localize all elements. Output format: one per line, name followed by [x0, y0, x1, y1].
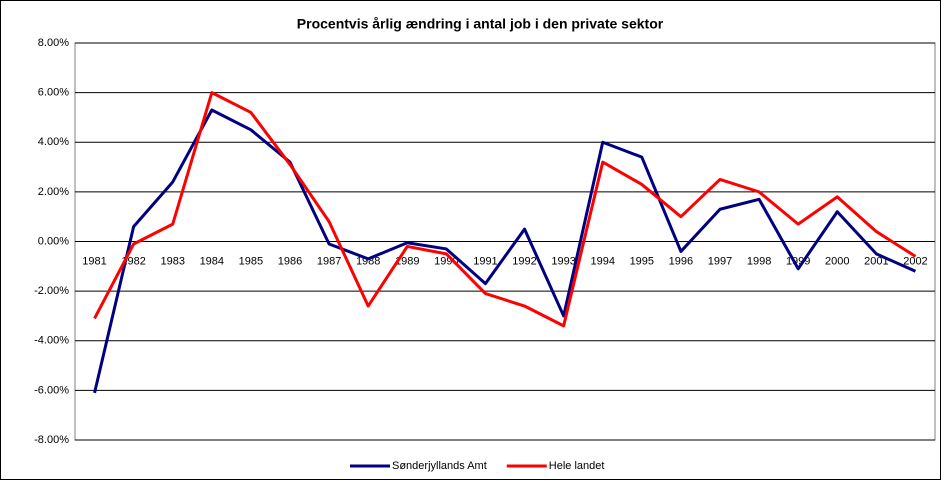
y-tick-label: 8.00% [38, 37, 69, 49]
x-tick-label: 2001 [864, 255, 888, 267]
y-tick-label: 2.00% [38, 186, 69, 198]
x-tick-label: 1997 [708, 255, 732, 267]
x-tick-label: 2002 [903, 255, 927, 267]
legend-label: Hele landet [549, 460, 605, 472]
x-tick-label: 1994 [590, 255, 614, 267]
chart-title: Procentvis årlig ændring i antal job i d… [297, 16, 664, 32]
y-tick-label: -4.00% [34, 335, 69, 347]
x-tick-label: 1985 [239, 255, 263, 267]
x-tick-label: 1984 [200, 255, 224, 267]
y-tick-label: 0.00% [38, 235, 69, 247]
x-tick-label: 1992 [512, 255, 536, 267]
x-tick-label: 1991 [473, 255, 497, 267]
x-tick-label: 1998 [747, 255, 771, 267]
legend-label: Sønderjyllands Amt [392, 460, 487, 472]
x-tick-label: 2000 [825, 255, 849, 267]
y-tick-label: 4.00% [38, 136, 69, 148]
x-tick-label: 1996 [669, 255, 693, 267]
series-line [93, 91, 917, 328]
x-tick-label: 1986 [278, 255, 302, 267]
y-tick-label: -2.00% [34, 285, 69, 297]
y-tick-label: 6.00% [38, 87, 69, 99]
y-tick-label: -8.00% [34, 434, 69, 446]
x-tick-label: 1993 [551, 255, 575, 267]
x-tick-label: 1983 [160, 255, 184, 267]
series-line [93, 108, 917, 394]
y-tick-label: -6.00% [34, 384, 69, 396]
x-tick-label: 1988 [356, 255, 380, 267]
x-tick-label: 1981 [82, 255, 106, 267]
x-tick-label: 1995 [630, 255, 654, 267]
x-tick-label: 1987 [317, 255, 341, 267]
